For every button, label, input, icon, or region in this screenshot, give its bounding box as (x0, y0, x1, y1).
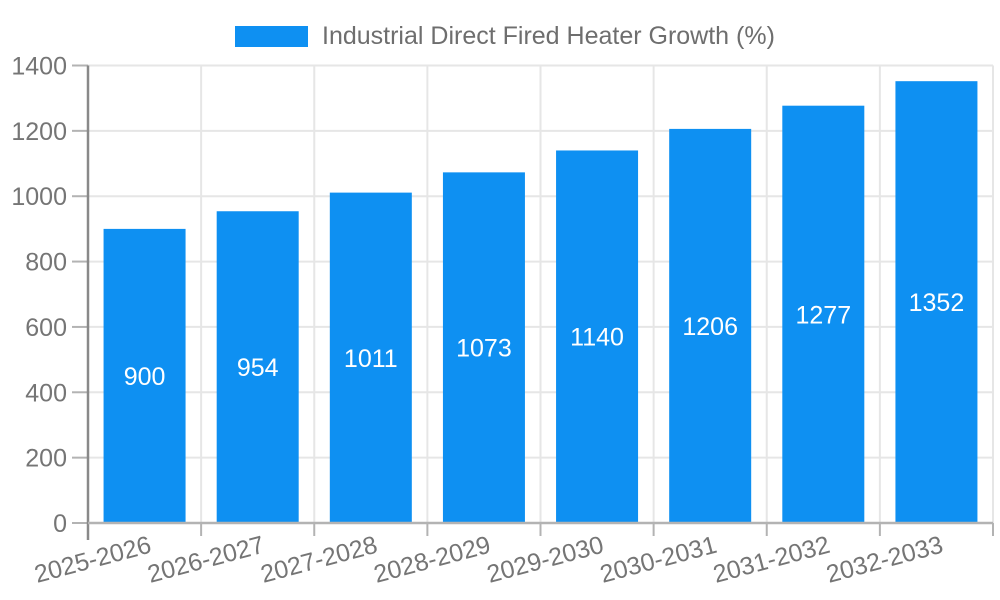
bar[interactable] (216, 211, 299, 523)
bar[interactable] (442, 172, 525, 523)
x-tick-label: 2028-2029 (371, 531, 494, 589)
x-tick-label: 2031-2032 (710, 531, 833, 589)
legend-item[interactable]: Industrial Direct Fired Heater Growth (%… (235, 22, 775, 51)
bar-value-label: 1352 (909, 289, 965, 317)
y-tick-label: 1200 (11, 118, 67, 146)
bar-value-label: 1073 (456, 335, 512, 363)
y-tick-label: 1400 (11, 53, 67, 81)
bar[interactable] (669, 128, 752, 523)
y-tick-label: 0 (53, 510, 67, 538)
bar-value-label: 1277 (796, 301, 852, 329)
y-tick-label: 400 (25, 379, 67, 407)
bar-value-label: 900 (124, 363, 166, 391)
legend-label[interactable]: Industrial Direct Fired Heater Growth (%… (322, 22, 775, 50)
bar-value-label: 1206 (682, 313, 738, 341)
bar-value-label: 1011 (344, 345, 398, 373)
y-tick-label: 800 (25, 249, 67, 277)
y-tick-label: 1000 (11, 183, 67, 211)
bar-value-label: 954 (237, 354, 279, 382)
legend-swatch[interactable] (235, 26, 308, 47)
x-tick-label: 2029-2030 (484, 531, 607, 589)
y-tick-label: 200 (25, 445, 67, 473)
x-tick-label: 2032-2033 (823, 531, 946, 589)
bar[interactable] (895, 81, 978, 523)
x-tick-label: 2030-2031 (597, 531, 720, 589)
x-tick-label: 2027-2028 (258, 531, 381, 589)
bar[interactable] (103, 228, 186, 523)
y-tick-label: 600 (25, 314, 67, 342)
bar-value-label: 1140 (570, 324, 624, 352)
x-tick-label: 2026-2027 (145, 531, 268, 589)
bar[interactable] (329, 192, 412, 524)
bar[interactable] (556, 150, 639, 523)
bar[interactable] (782, 105, 865, 523)
x-tick-label: 2025-2026 (31, 531, 154, 589)
